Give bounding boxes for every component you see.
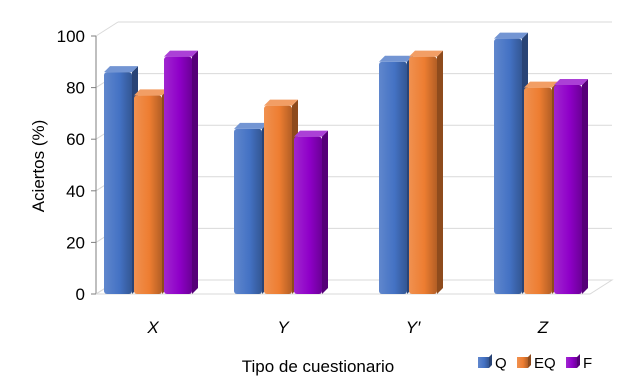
x-category-label: Z xyxy=(537,318,549,337)
y-axis-title: Aciertos (%) xyxy=(29,120,48,213)
bar-top xyxy=(409,50,443,57)
x-category-label: Y xyxy=(277,318,290,337)
bar-side xyxy=(437,50,443,294)
bar-front xyxy=(134,95,162,294)
bar-Q-Y′ xyxy=(379,55,413,294)
bar-top xyxy=(234,122,268,129)
bar-front xyxy=(409,56,437,294)
legend-label: Q xyxy=(495,355,507,372)
bar-Q-X xyxy=(104,66,138,295)
legend-swatch xyxy=(478,357,489,368)
y-tick-label: 60 xyxy=(66,130,85,149)
bar-EQ-Y xyxy=(264,99,298,294)
legend-swatch-side xyxy=(528,354,531,368)
legend-swatch-side xyxy=(489,354,492,368)
gridline-side xyxy=(95,21,119,37)
y-tick-label: 40 xyxy=(66,182,85,201)
bar-front xyxy=(234,128,262,294)
y-tick-label: 0 xyxy=(76,285,85,304)
bar-side xyxy=(582,79,588,295)
bar-EQ-Y′ xyxy=(409,50,443,294)
bar-front xyxy=(494,38,522,294)
bar-top xyxy=(524,81,558,88)
bar-front xyxy=(524,87,552,294)
bar-top xyxy=(379,55,413,62)
y-tick-label: 20 xyxy=(66,233,85,252)
y-tick-label: 80 xyxy=(66,79,85,98)
legend-swatch xyxy=(517,357,528,368)
legend-label: EQ xyxy=(534,355,556,372)
legend-label: F xyxy=(583,355,592,372)
bar-EQ-X xyxy=(134,89,168,294)
bar-top xyxy=(164,50,198,57)
bar-side xyxy=(192,50,198,294)
bar-top xyxy=(294,130,328,137)
bar-EQ-Z xyxy=(524,81,558,294)
y-tick-labels: 0 20 40 60 80 100 xyxy=(57,27,96,304)
bar-F-X xyxy=(164,50,198,294)
bar-side xyxy=(322,130,328,294)
bar-top xyxy=(104,66,138,73)
bar-F-Y xyxy=(294,130,328,294)
bar-top xyxy=(134,89,168,96)
bar-top xyxy=(554,79,588,86)
bar-front xyxy=(104,72,132,295)
y-tick-label: 100 xyxy=(57,27,85,46)
legend-swatch-side xyxy=(577,354,580,368)
legend-item-Q: Q xyxy=(478,354,507,372)
bar-F-Z xyxy=(554,79,588,295)
x-category-labels: X Y Y′ Z xyxy=(146,318,548,337)
legend-item-F: F xyxy=(566,354,592,372)
bar-series xyxy=(104,32,588,295)
bar-Q-Y xyxy=(234,122,268,294)
bar-top xyxy=(264,99,298,106)
bar-front xyxy=(294,136,322,294)
x-category-label: X xyxy=(146,318,159,337)
legend: Q EQ F xyxy=(478,354,592,372)
x-axis-title: Tipo de cuestionario xyxy=(242,357,394,376)
bar-front xyxy=(264,105,292,294)
legend-swatch xyxy=(566,357,577,368)
x-category-label: Y′ xyxy=(406,318,421,337)
bar-Q-Z xyxy=(494,32,528,294)
bar-front xyxy=(554,85,582,295)
bar-front xyxy=(164,56,192,294)
bar-front xyxy=(379,61,407,294)
legend-item-EQ: EQ xyxy=(517,354,556,372)
bar-top xyxy=(494,32,528,39)
